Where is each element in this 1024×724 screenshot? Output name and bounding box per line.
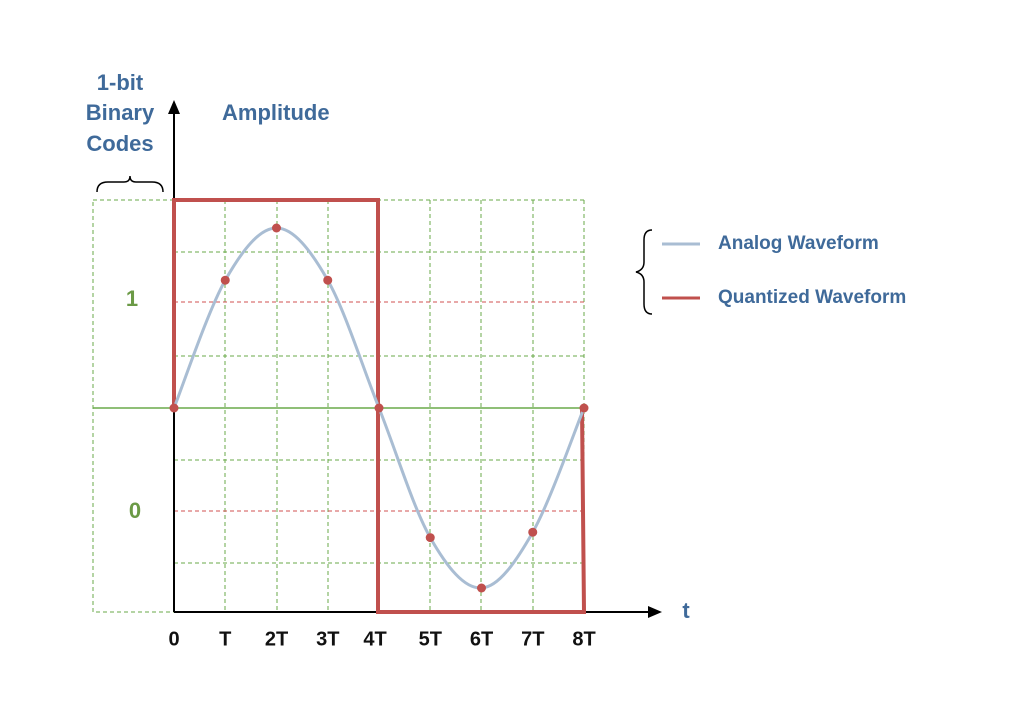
- x-label: t: [682, 598, 690, 623]
- x-tick-label: 8T: [572, 628, 595, 650]
- x-tick-label: 5T: [419, 628, 442, 650]
- x-arrow: [648, 606, 662, 618]
- y-label: Amplitude: [222, 100, 330, 125]
- legend-label: Quantized Waveform: [718, 287, 906, 308]
- sample-point: [425, 533, 435, 543]
- sample-point: [579, 403, 589, 413]
- sample-point: [323, 275, 333, 285]
- sample-point: [169, 403, 179, 413]
- sample-point: [374, 403, 384, 413]
- code: 1: [126, 286, 138, 311]
- code-label: 1-bit: [97, 70, 144, 95]
- sample-point: [477, 583, 486, 593]
- sample-point: [528, 527, 538, 537]
- x-tick-label: 7T: [521, 628, 544, 650]
- code-label: Codes: [86, 131, 153, 156]
- x-tick-label: T: [219, 628, 231, 650]
- y-arrow: [168, 100, 180, 114]
- x-tick-label: 2T: [265, 628, 288, 650]
- code-label: Binary: [86, 100, 155, 125]
- sample-point: [272, 223, 281, 233]
- grid: [92, 199, 585, 613]
- code-column: [92, 199, 175, 613]
- x-tick-label: 3T: [316, 628, 339, 650]
- brace: [96, 175, 164, 193]
- code: 0: [129, 498, 141, 523]
- x-tick-label: 4T: [363, 628, 386, 650]
- sample-point: [220, 275, 230, 285]
- x-tick-label: 0: [168, 628, 179, 650]
- legend-brace: [635, 229, 653, 315]
- x-tick-label: 6T: [470, 628, 493, 650]
- legend-label: Analog Waveform: [718, 233, 879, 254]
